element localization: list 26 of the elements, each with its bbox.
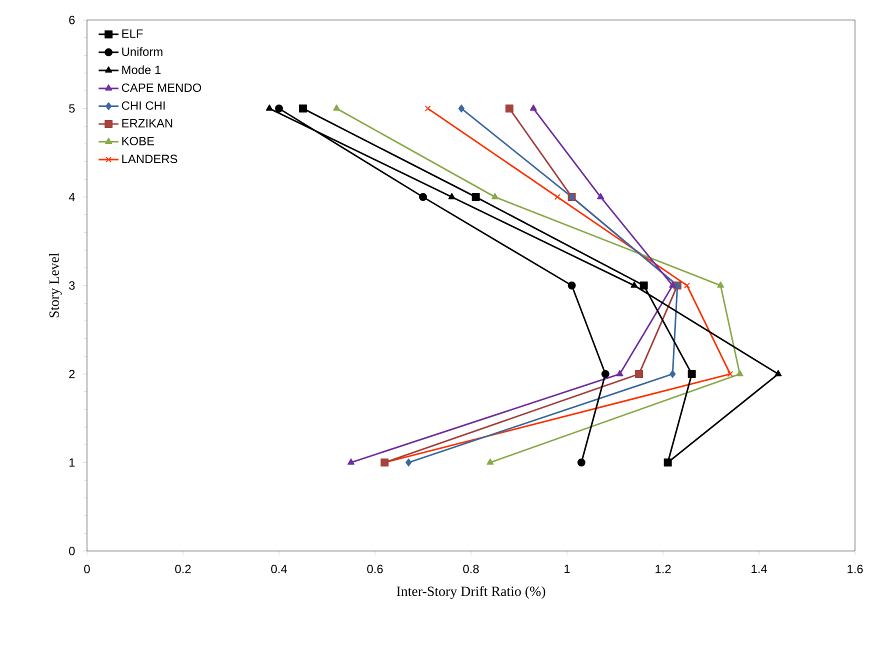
x-tick-label: 0 [84, 564, 90, 574]
y-tick-label: 3 [69, 281, 75, 290]
x-tick-label: 0.4 [271, 564, 287, 574]
legend-label: CHI CHI [122, 101, 165, 110]
x-tick-label: 0.2 [175, 564, 191, 574]
y-axis-title: Story Level [49, 253, 62, 318]
legend-label: LANDERS [122, 154, 178, 164]
x-tick-label: 1 [564, 564, 570, 573]
y-tick-label: 6 [69, 16, 75, 24]
legend-label: Mode 1 [122, 65, 161, 74]
legend-label: ELF [122, 30, 143, 38]
x-tick-label: 0.8 [463, 564, 479, 574]
x-tick-label: 1.4 [752, 564, 767, 573]
x-tick-label: 0.6 [367, 564, 383, 574]
y-tick-label: 5 [69, 104, 75, 113]
y-tick-label: 1 [69, 458, 75, 467]
legend-label: ERZIKAN [122, 119, 172, 128]
legend-label: Uniform [122, 47, 162, 56]
y-tick-label: 4 [68, 192, 75, 202]
x-axis-title: Inter-Story Drift Ratio (%) [396, 586, 546, 599]
y-tick-label: 0 [69, 546, 75, 556]
legend-label: KOBE [122, 136, 154, 146]
x-tick-label: 1.6 [848, 564, 863, 574]
y-tick-label: 2 [69, 370, 75, 378]
legend-label: CAPE MENDO [122, 83, 202, 92]
x-tick-label: 1.2 [656, 564, 671, 574]
